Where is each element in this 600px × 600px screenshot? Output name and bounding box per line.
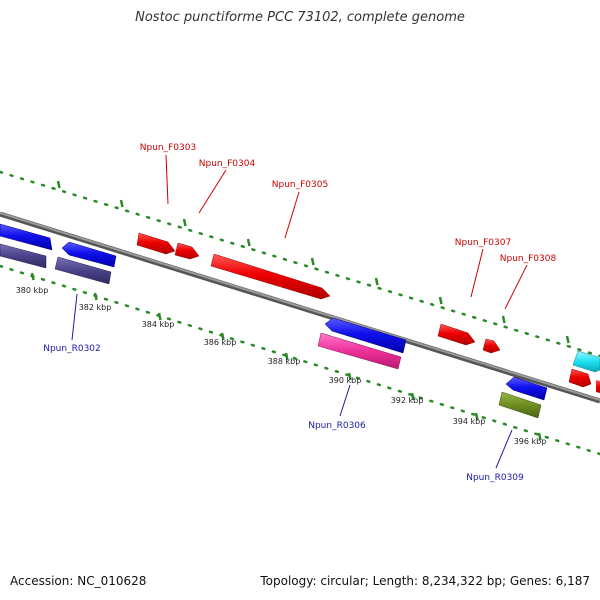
gene-label-npun-r0302: Npun_R0302 <box>43 344 101 354</box>
inner-major-ticks <box>30 272 542 441</box>
accession-text: Accession: NC_010628 <box>10 574 147 588</box>
page-title: Nostoc punctiforme PCC 73102, complete g… <box>135 10 465 25</box>
reverse-label-leaders <box>71 293 513 469</box>
gene-arrow-npun-f0308 <box>482 338 501 354</box>
outer-dot-track <box>0 170 600 358</box>
gene-arrow-npun-f0305 <box>210 253 331 300</box>
tick-label: 386 kbp <box>204 338 237 347</box>
outer-major-ticks <box>56 180 570 344</box>
gene-label-npun-f0305: Npun_F0305 <box>272 180 328 190</box>
gene-arrow-right-edge <box>568 368 592 388</box>
tick-label: 396 kbp <box>514 437 547 446</box>
forward-label-leaders <box>165 154 528 310</box>
gene-arrow-npun-r0309 <box>498 391 542 419</box>
gene-label-npun-f0307: Npun_F0307 <box>455 238 511 248</box>
gene-arrow-npun-r0309-top <box>505 376 548 401</box>
gene-arrow-left-blue <box>0 223 53 251</box>
gene-label-npun-f0303: Npun_F0303 <box>140 143 196 153</box>
tick-label: 390 kbp <box>329 376 362 385</box>
tick-label: 380 kbp <box>16 286 49 295</box>
gene-label-npun-f0304: Npun_F0304 <box>199 159 256 169</box>
gene-arrow-cyan <box>572 350 600 373</box>
tick-label: 388 kbp <box>268 357 301 366</box>
gene-arrow-npun-r0302-top <box>61 241 117 268</box>
reverse-gene-arrows <box>0 223 548 419</box>
gene-arrow-npun-r0306 <box>317 332 402 370</box>
tick-label: 384 kbp <box>142 320 175 329</box>
topology-text: Topology: circular; Length: 8,234,322 bp… <box>260 574 590 588</box>
tick-label: 392 kbp <box>391 396 424 405</box>
forward-gene-arrows <box>136 232 600 393</box>
gene-label-npun-r0309: Npun_R0309 <box>466 473 524 483</box>
gene-arrow-npun-f0304 <box>174 242 200 260</box>
gene-arrow-npun-f0307 <box>437 323 476 346</box>
gene-label-npun-r0306: Npun_R0306 <box>308 421 366 431</box>
gene-arrow-npun-r0302 <box>54 256 112 285</box>
gene-arrow-left-navy <box>0 243 47 269</box>
tick-label: 382 kbp <box>79 303 112 312</box>
gene-arrow-npun-f0303 <box>136 232 176 255</box>
gene-arrow-npun-r0306-top <box>324 317 407 354</box>
gene-label-npun-f0308: Npun_F0308 <box>500 254 557 264</box>
tick-label: 394 kbp <box>453 417 486 426</box>
